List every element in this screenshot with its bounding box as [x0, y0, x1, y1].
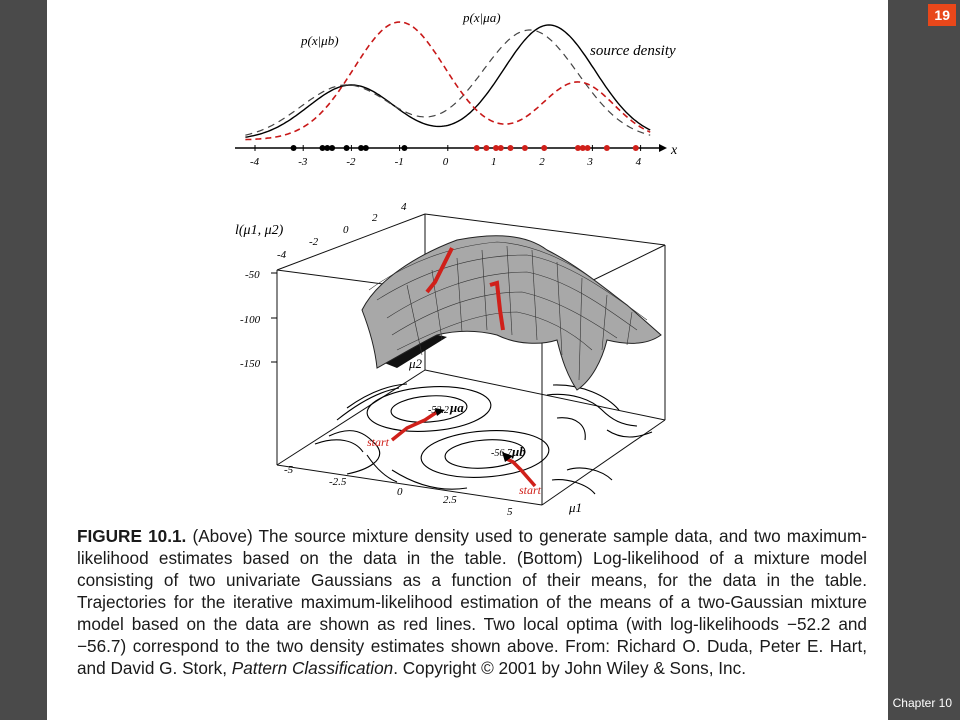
- x-tick-label: 1: [491, 156, 497, 168]
- sample-point-red: [579, 145, 586, 151]
- start-label-b: start: [519, 483, 542, 497]
- marker-label-a: μa: [449, 400, 464, 415]
- start-label-a: start: [367, 435, 390, 449]
- label-p-mu-b: p(x|μb): [300, 33, 339, 48]
- sample-point-red: [473, 145, 480, 151]
- contour-label-a: -52.2: [428, 405, 449, 416]
- figure-graphic: x -4 -3 -2 -1 0 1 2 3 4 p(x|μb) p(x|μa) source d…: [235, 10, 678, 518]
- x-tick-label: 3: [586, 156, 593, 168]
- sample-point-black: [329, 145, 336, 151]
- mu1-tick-1: -5: [284, 464, 294, 476]
- sample-points: [290, 145, 639, 151]
- mu2-tick-2: 2: [372, 212, 378, 224]
- caption-label: FIGURE 10.1.: [77, 526, 187, 546]
- sample-point-red: [483, 145, 490, 151]
- mu2-axis-label: μ2: [408, 356, 423, 371]
- mu1-tick-5: 5: [507, 506, 513, 518]
- x-axis-arrow: [659, 144, 667, 152]
- marker-arrow-b: [502, 452, 513, 462]
- x-tick-label: 0: [443, 156, 449, 168]
- sample-point-red: [497, 145, 504, 151]
- sample-point-black: [290, 145, 297, 151]
- x-tick-label: -4: [250, 156, 260, 168]
- slide-page: x -4 -3 -2 -1 0 1 2 3 4 p(x|μb) p(x|μa) source d…: [47, 0, 888, 720]
- surface-underside: [377, 334, 447, 368]
- sample-point-red: [521, 145, 528, 151]
- mu1-axis-label: μ1: [568, 500, 582, 515]
- sample-point-black: [324, 145, 331, 151]
- sample-point-black: [319, 145, 326, 151]
- contour-label-b: -56.7: [491, 448, 513, 459]
- sample-point-red: [507, 145, 514, 151]
- mu2-tick-1: 4: [401, 201, 407, 213]
- trajectory-floor-a: [390, 410, 438, 442]
- surface-grid: [368, 241, 648, 381]
- caption-text-1: (Above) The source mixture density used …: [77, 526, 867, 678]
- x-tick-label: -1: [395, 156, 404, 168]
- z-tick-1: -50: [245, 269, 260, 281]
- source-density-curve: [245, 24, 651, 138]
- z-tick-2: -100: [240, 314, 261, 326]
- x-axis-label: x: [670, 143, 678, 158]
- z-axis-label: l(μ1, μ2): [235, 223, 284, 238]
- mu2-tick-4: -2: [309, 236, 319, 248]
- estimate-a-curve: [245, 29, 651, 136]
- mu1-tick-4: 2.5: [443, 494, 457, 506]
- label-p-mu-a: p(x|μa): [462, 10, 501, 25]
- chapter-label: Chapter 10: [892, 696, 952, 710]
- figure-caption: FIGURE 10.1. (Above) The source mixture …: [77, 525, 867, 679]
- caption-book-title: Pattern Classification: [231, 658, 394, 678]
- sample-point-black: [401, 145, 408, 151]
- trajectory-surface-a: [425, 247, 454, 294]
- sample-point-black: [362, 145, 369, 151]
- likelihood-surface: [361, 235, 662, 391]
- sample-point-red: [541, 145, 548, 151]
- x-tick-label: 2: [539, 156, 545, 168]
- trajectory-floor-b: [504, 456, 537, 488]
- mu2-tick-3: 0: [343, 224, 349, 236]
- x-tick-label: -2: [346, 156, 356, 168]
- contour-map: [314, 383, 653, 495]
- caption-text-2: . Copyright © 2001 by John Wiley & Sons,…: [393, 658, 746, 678]
- x-tick-group: -4 -3 -2 -1 0 1 2 3 4: [250, 145, 642, 168]
- sample-point-black: [358, 145, 365, 151]
- z-tick-3: -150: [240, 358, 261, 370]
- sample-point-red: [493, 145, 499, 151]
- sample-point-red: [603, 145, 610, 151]
- marker-label-b: μb: [511, 444, 526, 459]
- surface-plot: -52.2 μa -56.7 μb start start l(μ1, μ2) …: [235, 201, 666, 518]
- x-tick-label: -3: [298, 156, 308, 168]
- density-plot: x -4 -3 -2 -1 0 1 2 3 4 p(x|μb) p(x|μa) source d…: [235, 10, 678, 168]
- sample-point-black: [343, 145, 350, 151]
- x-tick-label: 4: [636, 156, 642, 168]
- trajectory-surface-b: [489, 280, 505, 331]
- marker-arrow-a: [435, 408, 445, 416]
- mu2-tick-5: -4: [277, 249, 287, 261]
- z-tick-marks: [271, 272, 277, 363]
- slide-number-badge: 19: [928, 4, 956, 26]
- mu1-tick-2: -2.5: [329, 476, 347, 488]
- label-source-density: source density: [590, 43, 676, 59]
- mu1-tick-3: 0: [397, 486, 403, 498]
- estimate-b-curve: [245, 21, 651, 141]
- sample-point-red: [584, 145, 591, 151]
- sample-point-red: [632, 145, 639, 151]
- sample-point-red: [574, 145, 581, 151]
